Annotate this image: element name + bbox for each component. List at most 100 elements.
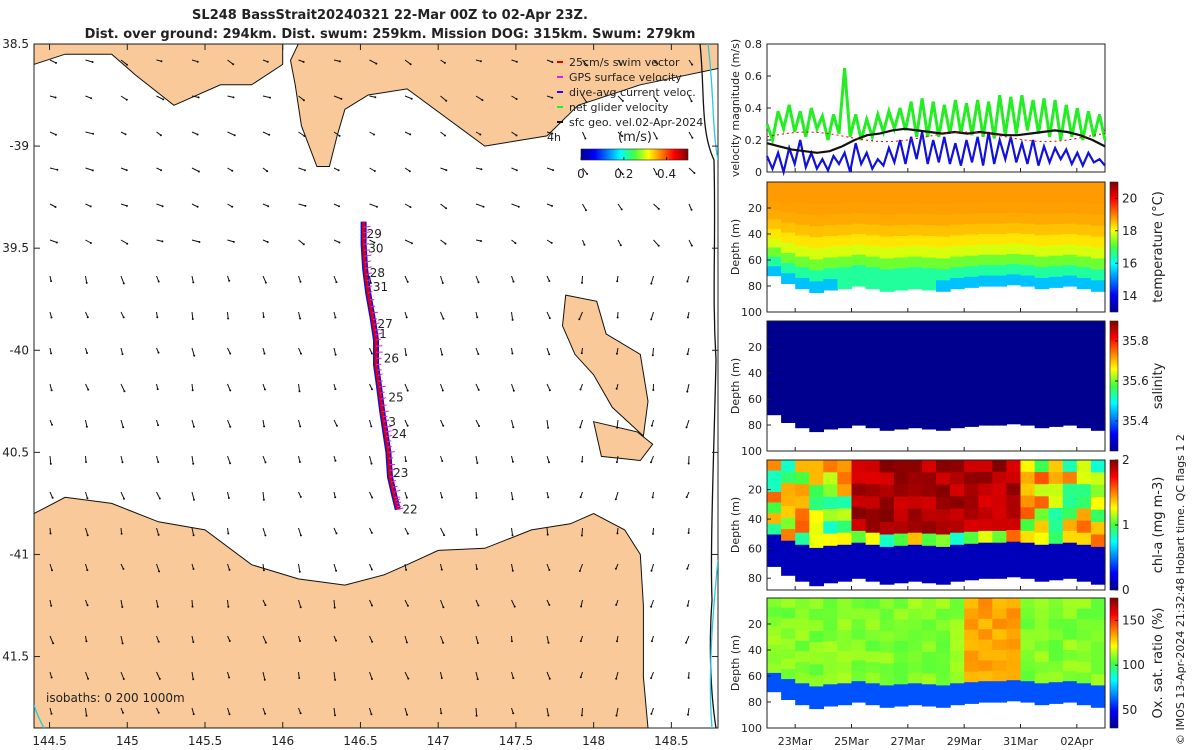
chla-panel-cell bbox=[879, 534, 895, 548]
oxygen-panel-cell bbox=[837, 651, 853, 663]
temperature-panel-cell bbox=[992, 234, 1007, 245]
salinity-panel-cell bbox=[1020, 393, 1036, 405]
oxygen-panel-cell bbox=[893, 695, 909, 707]
geo-velocity-arrowhead bbox=[375, 62, 378, 65]
geo-velocity-arrowhead bbox=[548, 280, 551, 282]
oxygen-panel-cell bbox=[964, 598, 979, 610]
salinity-panel-cell bbox=[978, 414, 993, 426]
geo-velocity-arrowhead bbox=[409, 133, 412, 136]
chla-panel-cell bbox=[907, 532, 923, 546]
temperature-panel-cell bbox=[978, 244, 993, 256]
geo-velocity-arrowhead bbox=[161, 240, 164, 243]
geo-velocity-arrow bbox=[333, 599, 336, 608]
temperature-panel-cell bbox=[921, 182, 937, 194]
chla-panel-ylabel: Depth (m) bbox=[729, 497, 742, 553]
geo-velocity-arrowhead bbox=[585, 209, 587, 212]
chla-panel-ytick-label: 60 bbox=[748, 543, 762, 556]
chla-panel-cell bbox=[809, 547, 824, 562]
isobath-200m bbox=[699, 44, 717, 728]
gps-velocity-vector bbox=[364, 254, 372, 257]
geo-velocity-arrowhead bbox=[578, 570, 581, 572]
geo-velocity-arrowhead bbox=[370, 531, 373, 534]
geo-velocity-arrowhead bbox=[162, 98, 165, 101]
salinity-panel-cell bbox=[767, 349, 782, 360]
salinity-panel-colorbar bbox=[1109, 320, 1119, 452]
oxygen-panel-cell bbox=[865, 598, 881, 610]
salinity-panel-cell bbox=[823, 364, 838, 376]
geo-velocity-arrowhead bbox=[299, 317, 302, 320]
temperature-panel-cell bbox=[767, 191, 782, 202]
salinity-panel-cell bbox=[936, 419, 951, 431]
salinity-panel-cell bbox=[1048, 352, 1064, 364]
geo-velocity-arrowhead bbox=[157, 461, 160, 463]
salinity-panel-cell bbox=[992, 393, 1007, 405]
chla-panel-cell bbox=[837, 520, 853, 534]
oxygen-panel-cell bbox=[1048, 661, 1064, 673]
salinity-panel-cell bbox=[921, 396, 937, 408]
salinity-panel-cell bbox=[992, 404, 1007, 416]
geo-velocity-arrowhead bbox=[299, 425, 302, 428]
chla-panel-cell bbox=[1006, 553, 1022, 566]
gps-velocity-vector bbox=[383, 419, 390, 423]
geo-velocity-arrowhead bbox=[690, 244, 693, 247]
chla-panel-cell bbox=[809, 522, 824, 536]
geo-velocity-arrowhead bbox=[406, 389, 409, 392]
chla-panel-cell bbox=[809, 497, 824, 511]
temperature-panel-cell bbox=[1034, 203, 1050, 215]
geo-velocity-arrowhead bbox=[656, 62, 659, 65]
oxygen-panel-cell bbox=[1062, 681, 1078, 693]
chla-panel-cell bbox=[767, 545, 782, 557]
geo-velocity-arrow bbox=[120, 239, 128, 245]
geo-velocity-arrowhead bbox=[410, 242, 413, 245]
salinity-panel-cell bbox=[978, 352, 993, 364]
geo-velocity-arrow bbox=[617, 167, 624, 175]
oxygen-panel-ytick-label: 20 bbox=[748, 618, 762, 631]
salinity-panel-cell bbox=[767, 386, 782, 397]
geo-velocity-arrow bbox=[723, 384, 724, 392]
chla-panel-cell bbox=[837, 484, 853, 497]
temperature-panel-cell bbox=[907, 267, 923, 279]
salinity-panel-cell bbox=[767, 330, 782, 341]
geo-velocity-arrow bbox=[651, 563, 654, 571]
temperature-panel-cell bbox=[1062, 223, 1078, 235]
geo-velocity-arrowhead bbox=[370, 462, 373, 465]
salinity-panel-cell bbox=[964, 321, 979, 333]
temperature-panel-cell bbox=[795, 182, 810, 194]
temperature-panel-cell bbox=[795, 192, 810, 204]
oxygen-panel-cell bbox=[936, 685, 951, 697]
gps-velocity-vector bbox=[363, 231, 371, 234]
geo-velocity-arrowhead bbox=[580, 714, 583, 717]
salinity-panel-cell bbox=[837, 374, 853, 386]
salinity-panel-cell bbox=[992, 414, 1007, 426]
chla-panel-cell bbox=[1048, 531, 1064, 545]
temperature-panel-cell bbox=[1048, 276, 1064, 288]
salinity-panel-cell bbox=[950, 406, 965, 418]
chla-panel-cell bbox=[865, 544, 881, 558]
oxygen-panel-cell bbox=[865, 619, 881, 631]
temperature-panel-cell bbox=[964, 276, 979, 288]
salinity-panel-cell bbox=[1020, 341, 1036, 353]
temperature-panel-cell bbox=[851, 234, 867, 245]
chla-panel-cell bbox=[823, 509, 838, 522]
oxygen-panel-cell bbox=[781, 658, 796, 670]
chla-panel-cell bbox=[851, 530, 867, 544]
salinity-panel-cell bbox=[1034, 342, 1050, 354]
temperature-panel-cell bbox=[950, 192, 965, 204]
geo-velocity-arrow bbox=[688, 167, 695, 174]
oxygen-panel-cell bbox=[823, 684, 838, 696]
geo-velocity-arrow bbox=[653, 203, 660, 210]
geo-velocity-arrow bbox=[298, 383, 300, 392]
chla-panel-cell bbox=[950, 484, 965, 497]
salinity-panel-cell bbox=[781, 371, 796, 383]
legend-entry: 25cm/s swim vector bbox=[569, 56, 680, 69]
geo-velocity-arrow bbox=[85, 527, 89, 536]
geo-velocity-arrowhead bbox=[123, 497, 125, 500]
geo-velocity-arrowhead bbox=[579, 496, 582, 499]
oxygen-panel-cell bbox=[781, 638, 796, 650]
salinity-panel-cell bbox=[795, 416, 810, 429]
temperature-panel-cell bbox=[1006, 274, 1022, 286]
oxygen-panel-cell bbox=[1048, 608, 1064, 620]
oxygen-panel-cell bbox=[809, 697, 824, 710]
geo-velocity-arrowhead bbox=[374, 96, 377, 99]
